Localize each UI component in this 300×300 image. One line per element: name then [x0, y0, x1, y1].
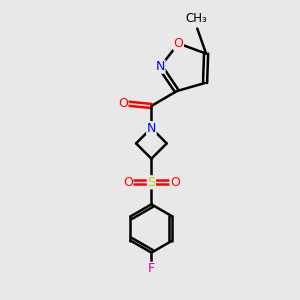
- Text: O: O: [170, 176, 180, 189]
- Text: O: O: [123, 176, 133, 189]
- Text: F: F: [148, 262, 155, 275]
- Text: S: S: [147, 176, 155, 189]
- Text: O: O: [173, 37, 183, 50]
- Text: N: N: [147, 122, 156, 135]
- Text: CH₃: CH₃: [185, 12, 207, 25]
- Text: N: N: [156, 60, 165, 73]
- Text: O: O: [118, 97, 128, 110]
